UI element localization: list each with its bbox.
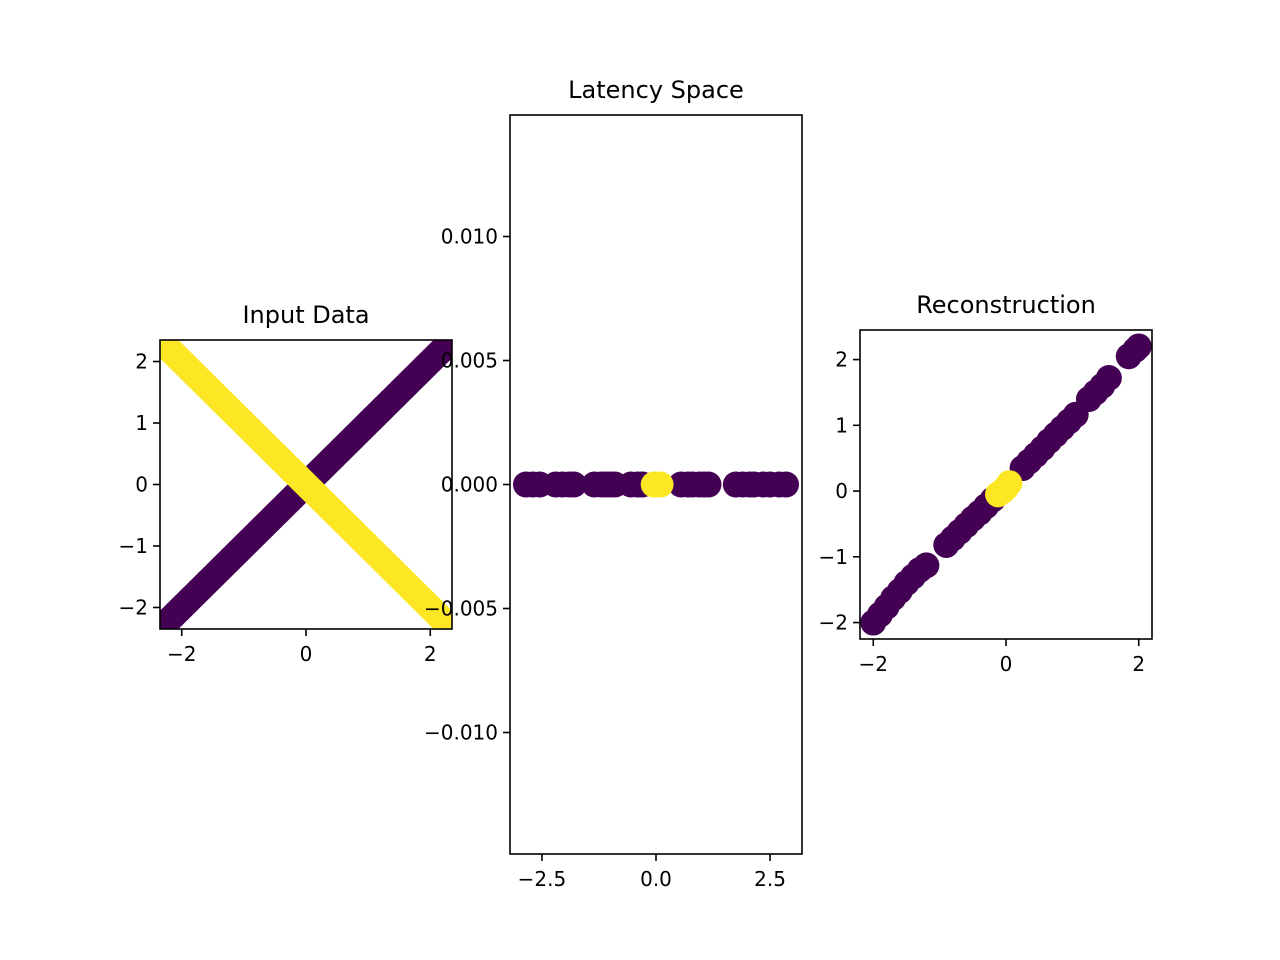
reconstruction-marks	[860, 333, 1152, 636]
input-data-xtick-label-0: −2	[167, 642, 196, 666]
input-data-ticks: −2 0 2 −2 −1 0 1 2	[119, 350, 437, 666]
input-data-point-s0-139	[429, 340, 452, 363]
reconstruction-ytick-label-1: −1	[819, 545, 848, 569]
latency-space-ytick-label-1: −0.005	[424, 596, 498, 620]
latency-space-marks	[512, 471, 800, 498]
reconstruction-ytick-label-0: −2	[819, 611, 848, 635]
latency-space-xtick-label-2: 2.5	[754, 867, 786, 891]
latency-space-title: Latency Space	[568, 76, 744, 104]
latency-space-ytick-label-0: −0.010	[424, 720, 498, 744]
latency-space-ytick-label-4: 0.010	[441, 225, 498, 249]
latency-space-point-s0-20	[695, 471, 722, 498]
latency-space-xtick-label-0: −2.5	[518, 867, 567, 891]
latency-space-point-s0-6	[560, 471, 587, 498]
latency-space-ytick-label-2: 0.000	[441, 473, 498, 497]
latency-space-point-s1-2	[647, 471, 674, 498]
latency-space-ytick-label-3: 0.005	[441, 349, 498, 373]
reconstruction-point-s1-3	[996, 470, 1023, 497]
latency-space-panel: Latency Space −2.5 0.0 2.5 −0.010 −0.005 0.00…	[424, 76, 803, 891]
input-data-panel: Input Data −2 0 2 −2 −1 0 1 2	[119, 301, 453, 666]
reconstruction-xtick-label-2: 2	[1132, 652, 1145, 676]
reconstruction-point-s0-32	[1125, 333, 1152, 360]
input-data-ytick-label-3: 1	[135, 411, 148, 435]
latency-space-point-s0-28	[773, 471, 800, 498]
input-data-point-s1-139	[429, 606, 452, 629]
input-data-xtick-label-1: 0	[300, 642, 313, 666]
reconstruction-panel: Reconstruction −2 0 2 −2 −1 0 1 2	[819, 291, 1153, 676]
input-data-ytick-label-2: 0	[135, 473, 148, 497]
reconstruction-ytick-label-4: 2	[835, 348, 848, 372]
latency-space-ticks: −2.5 0.0 2.5 −0.010 −0.005 0.000 0.005 0.010	[424, 225, 786, 891]
input-data-xtick-label-2: 2	[424, 642, 437, 666]
input-data-ytick-label-0: −2	[119, 595, 148, 619]
reconstruction-ytick-label-3: 1	[835, 413, 848, 437]
input-data-ytick-label-1: −1	[119, 534, 148, 558]
input-data-marks	[160, 340, 452, 629]
latency-space-xtick-label-1: 0.0	[640, 867, 672, 891]
reconstruction-point-s0-29	[1095, 364, 1122, 391]
reconstruction-xtick-label-0: −2	[859, 652, 888, 676]
input-data-title: Input Data	[242, 301, 369, 329]
reconstruction-ticks: −2 0 2 −2 −1 0 1 2	[819, 348, 1146, 676]
reconstruction-title: Reconstruction	[916, 291, 1096, 319]
reconstruction-ytick-label-2: 0	[835, 479, 848, 503]
reconstruction-xtick-label-1: 0	[1000, 652, 1013, 676]
reconstruction-point-s0-8	[913, 552, 940, 579]
input-data-ytick-label-4: 2	[135, 350, 148, 374]
